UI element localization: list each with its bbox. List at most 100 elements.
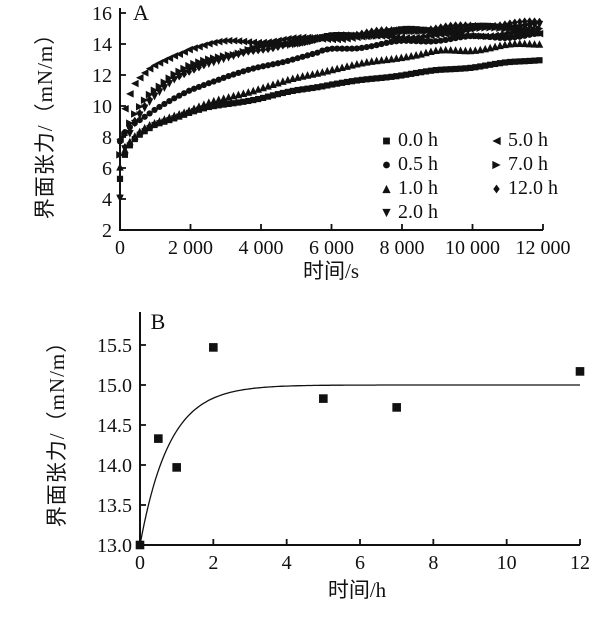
- chart-a-series-diamond-marker: [423, 26, 429, 35]
- chart-b-y-tick-label: 13.0: [97, 535, 132, 557]
- chart-a-series-diamond-marker: [255, 46, 262, 55]
- chart-a-series-triangle-up-marker: [140, 123, 149, 132]
- chart-a-series-circle-marker: [348, 45, 356, 52]
- chart-a-series-triangle-down-marker: [525, 22, 534, 31]
- chart-a-series-circle-marker: [294, 55, 301, 62]
- chart-b-data-point-marker: [172, 463, 181, 472]
- triangle-left-icon: [492, 136, 501, 145]
- chart-a-series-square-marker: [432, 67, 439, 74]
- diamond-icon: [493, 184, 500, 193]
- chart-a-series-triangle-right-marker: [131, 110, 139, 118]
- chart-a-series-triangle-left-marker: [165, 54, 174, 62]
- chart-a-series-square-marker: [255, 95, 262, 103]
- chart-a-series-diamond-marker: [274, 42, 281, 51]
- chart-a-x-tick-label: 2 000: [168, 237, 213, 259]
- chart-a-series-circle-marker: [230, 71, 237, 78]
- chart-a-series-circle-marker: [235, 69, 242, 76]
- chart-a-series-diamond-marker: [506, 19, 513, 28]
- chart-a-series-diamond-marker: [447, 21, 454, 30]
- chart-a-series-triangle-up-marker: [446, 45, 455, 54]
- chart-a-series-circle-marker: [185, 87, 193, 94]
- chart-a-series-diamond-marker: [196, 63, 202, 72]
- chart-a-series-diamond-marker: [284, 39, 291, 48]
- chart-b-x-tick-label: 12: [570, 552, 590, 574]
- chart-a-series-square-marker: [269, 92, 277, 99]
- chart-a-series-circle-marker: [141, 113, 148, 120]
- chart-a-series-square-marker: [526, 57, 533, 65]
- chart-a-series-triangle-right-marker: [264, 40, 272, 49]
- chart-a-series-diamond-marker: [462, 21, 469, 30]
- chart-a-series-circle-marker: [343, 45, 351, 52]
- chart-a-series-triangle-left-marker: [180, 48, 188, 56]
- chart-a-series-diamond-marker: [210, 57, 217, 66]
- chart-a-series-diamond-marker: [418, 26, 424, 35]
- chart-a-series-diamond-marker: [427, 25, 434, 34]
- chart-a-series-square-marker: [200, 105, 207, 112]
- triangle-left-icon-shape: [492, 136, 501, 145]
- chart-a-series-circle-marker: [319, 47, 326, 54]
- triangle-up-icon: [382, 184, 391, 193]
- chart-a-series-triangle-down-marker: [530, 21, 539, 30]
- panel-b-label: B: [150, 309, 166, 334]
- chart-a-series-circle-marker: [437, 37, 444, 44]
- chart-a-series-triangle-up-marker: [515, 39, 524, 47]
- chart-a-series-triangle-up-marker: [441, 45, 450, 54]
- chart-a-series-diamond-marker: [309, 34, 316, 43]
- chart-a-series-triangle-left-marker: [219, 37, 228, 45]
- chart-a-series-diamond-marker: [121, 143, 128, 152]
- chart-a-series-diamond-marker: [161, 81, 168, 90]
- chart-a-series-square-marker: [338, 79, 346, 86]
- chart-a-series-square-marker: [348, 78, 356, 85]
- chart-a-series-diamond-marker: [131, 116, 138, 125]
- chart-a-series-triangle-left-marker: [476, 32, 485, 41]
- chart-a-series-circle-marker: [289, 56, 296, 63]
- chart-a-series-square-marker: [116, 175, 124, 182]
- chart-a-series-diamond-marker: [398, 26, 405, 35]
- chart-a-series-square-marker: [373, 75, 380, 82]
- panel-b-x-axis-title: 时间/h: [327, 578, 387, 602]
- chart-a-series-diamond-marker: [378, 26, 385, 35]
- chart-a-series-diamond-marker: [260, 45, 267, 54]
- chart-a-series-triangle-up-marker: [461, 46, 470, 55]
- chart-a-series-diamond-marker: [279, 41, 286, 50]
- chart-a-series-square-marker: [230, 100, 237, 107]
- chart-b-x-tick-label: 0: [135, 552, 145, 574]
- legend-label: 0.0 h: [398, 128, 438, 151]
- chart-a-series-square-marker: [491, 60, 499, 68]
- chart-a-y-tick-label: 6: [102, 158, 112, 180]
- chart-a-series-square-marker: [284, 88, 291, 96]
- chart-a-series-diamond-marker: [452, 21, 459, 30]
- chart-a-series-circle-marker: [432, 38, 439, 45]
- chart-a-series-square-marker: [343, 78, 351, 86]
- legend-item: 0.0 h: [379, 128, 438, 152]
- legend-item: 1.0 h: [379, 176, 438, 200]
- chart-a-series-square-marker: [511, 58, 518, 65]
- chart-a-series-triangle-up-marker: [535, 40, 544, 48]
- chart-a-series-diamond-marker: [536, 17, 543, 26]
- legend-label: 0.5 h: [398, 152, 438, 175]
- chart-a-series-triangle-up-marker: [506, 39, 514, 48]
- chart-a-series-square-marker: [250, 96, 257, 104]
- chart-a-series-diamond-marker: [265, 45, 271, 54]
- chart-a-series-triangle-left-marker: [471, 32, 480, 40]
- chart-a-series-triangle-left-marker: [244, 38, 253, 46]
- chart-a-series-triangle-right-marker: [170, 70, 179, 79]
- chart-a-series-triangle-down-marker: [520, 23, 529, 32]
- chart-a-series-triangle-left-marker: [239, 37, 248, 46]
- chart-a-series-square-marker: [353, 77, 360, 84]
- panel-a-x-axis-title: 时间/s: [302, 259, 360, 283]
- chart-a-x-tick-label: 10 000: [445, 237, 500, 259]
- chart-a-series-triangle-up-marker: [200, 100, 208, 108]
- chart-a-series-circle-marker: [338, 45, 346, 52]
- chart-a-series-square-marker: [358, 76, 365, 83]
- chart-a-series-square-marker: [368, 75, 375, 82]
- chart-a-series-square-marker: [482, 62, 489, 69]
- chart-a-series-square-marker: [363, 76, 370, 83]
- chart-a-series-circle-marker: [210, 78, 217, 85]
- chart-a-series-triangle-down-marker: [451, 26, 460, 34]
- chart-a-series-square-marker: [220, 101, 227, 108]
- chart-b-data-point-marker: [392, 403, 401, 412]
- chart-a-series-diamond-marker: [487, 22, 494, 31]
